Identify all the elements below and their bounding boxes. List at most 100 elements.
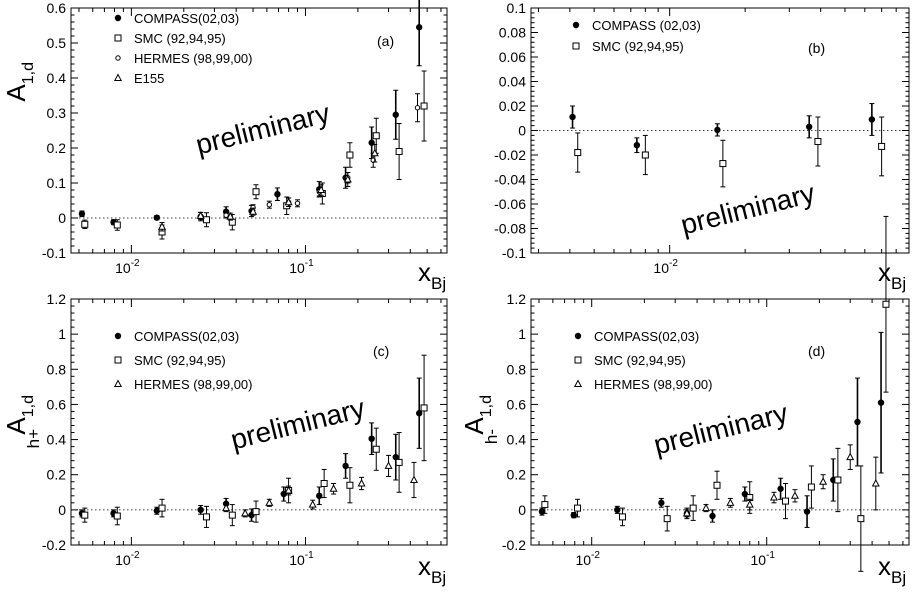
x-tick-label: 10-2 <box>653 258 678 276</box>
panel-label: (c) <box>373 343 389 359</box>
x-tick-label: 10-2 <box>115 258 140 276</box>
x-axis-label: xBj <box>878 551 906 587</box>
legend-marker <box>114 14 122 22</box>
y-tick-label: 0 <box>518 123 526 139</box>
data-point-marker <box>846 452 855 461</box>
data-point-marker <box>284 485 293 494</box>
legend-entry-label: COMPASS(02,03) <box>134 11 239 26</box>
data-point-marker <box>877 399 885 406</box>
data-point-marker <box>868 116 876 123</box>
legend-marker <box>114 332 122 340</box>
data-point-marker <box>415 24 423 31</box>
x-tick-exponent: -1 <box>305 258 314 269</box>
preliminary-annotation: preliminary <box>193 97 333 160</box>
data-point-marker <box>226 212 235 220</box>
data-point-marker <box>265 498 274 506</box>
data-point-marker <box>384 461 393 469</box>
y-tick-label: -0.06 <box>494 196 526 212</box>
x-axis-label: xBj <box>418 551 446 587</box>
y-tick-label: 0.2 <box>507 467 527 483</box>
y-tick-label: 0 <box>58 210 66 226</box>
data-point-marker <box>819 477 828 485</box>
data-point-marker <box>395 458 403 466</box>
legend-marker <box>114 34 122 42</box>
y-tick-label: 0.6 <box>47 0 67 16</box>
plot-frame <box>530 298 910 546</box>
y-tick-label: -0.02 <box>494 147 526 163</box>
data-point-marker <box>805 123 813 131</box>
y-tick-label: 0.08 <box>499 25 526 41</box>
legend-entry-label: E155 <box>134 71 164 86</box>
legend-entry-label: COMPASS(02,03) <box>594 329 699 344</box>
y-tick-label: 0.6 <box>507 396 527 412</box>
x-tick-exponent: -1 <box>766 550 775 561</box>
y-tick-label: 1 <box>58 326 66 342</box>
x-tick-base: 10 <box>575 552 591 568</box>
data-point-marker <box>414 105 421 111</box>
data-point-marker <box>769 492 778 501</box>
y-tick-label: 0.4 <box>47 432 67 448</box>
y-tick-label: 1.2 <box>507 291 527 307</box>
data-point-marker <box>370 148 379 157</box>
data-point-marker <box>196 211 205 219</box>
data-point-marker <box>81 511 89 519</box>
data-point-marker <box>719 160 727 168</box>
data-point-marker <box>714 126 721 134</box>
data-point-marker <box>372 445 380 453</box>
y-axis-label: A1,dh- <box>459 395 501 444</box>
y-tick-label: 0 <box>58 502 66 518</box>
panel-label: (d) <box>808 343 825 359</box>
data-point-marker <box>346 481 354 489</box>
data-point-marker <box>241 508 250 517</box>
series-1 <box>78 0 423 226</box>
preliminary-annotation: preliminary <box>678 177 818 240</box>
data-point-marker <box>857 515 865 523</box>
x-tick-exponent: -2 <box>591 550 600 561</box>
chart-panel-2: -0.1 -0.08 -0.06 -0.04 -0.02 0 0.02 0.04 0.06 0.0… <box>494 0 910 293</box>
x-axis-label-sub: Bj <box>431 274 446 293</box>
legend-marker <box>113 379 123 387</box>
y-tick-label: 0.8 <box>47 361 67 377</box>
data-point-marker <box>781 497 789 505</box>
data-point-marker <box>113 512 121 520</box>
data-point-marker <box>619 513 627 521</box>
y-tick-label: -0.1 <box>502 245 526 261</box>
data-point-marker <box>392 111 399 118</box>
y-axis-label-text: A1,d <box>1 62 37 102</box>
y-tick-label: 0.06 <box>499 49 526 65</box>
y-tick-label: 0 <box>518 502 526 518</box>
legend-marker <box>572 42 580 50</box>
data-point-marker <box>329 484 338 492</box>
y-axis-label: A1,d <box>1 62 37 102</box>
y-tick-label: -0.2 <box>42 537 66 553</box>
y-axis-label-sub: 1,d <box>20 62 37 84</box>
data-point-marker <box>814 138 822 146</box>
legend-entry-label: HERMES (98,99,00) <box>134 377 253 392</box>
x-axis-label-main: x <box>878 551 891 581</box>
preliminary-annotation: preliminary <box>228 392 368 455</box>
x-tick-exponent: -2 <box>131 258 140 269</box>
data-point-marker <box>420 102 428 110</box>
y-axis-label-sup: h+ <box>24 429 43 448</box>
y-tick-label: 0.2 <box>47 140 67 156</box>
data-point-marker <box>346 151 354 159</box>
panel-label: (a) <box>377 33 394 49</box>
legend-entry-label: COMPASS (02,03) <box>592 18 701 33</box>
data-point-marker <box>158 504 166 512</box>
data-point-marker <box>790 491 799 499</box>
x-axis-label-sub: Bj <box>891 274 906 293</box>
data-point-marker <box>223 212 229 218</box>
data-point-marker <box>368 435 375 442</box>
y-tick-label: 0.4 <box>47 70 67 86</box>
data-point-marker <box>541 501 549 509</box>
y-tick-label: 1 <box>518 326 526 342</box>
series-4 <box>157 144 379 232</box>
y-tick-label: 0.2 <box>47 467 67 483</box>
data-point-marker <box>574 149 582 157</box>
chart-panel-1: -0.100.10.20.30.40.50.610-2 10-1 xBjA1,d(a… <box>1 0 448 293</box>
legend-marker <box>572 21 580 29</box>
y-tick-label: -0.04 <box>494 172 526 188</box>
data-point-marker <box>807 483 815 491</box>
data-point-marker <box>78 210 86 217</box>
data-point-marker <box>745 500 754 508</box>
